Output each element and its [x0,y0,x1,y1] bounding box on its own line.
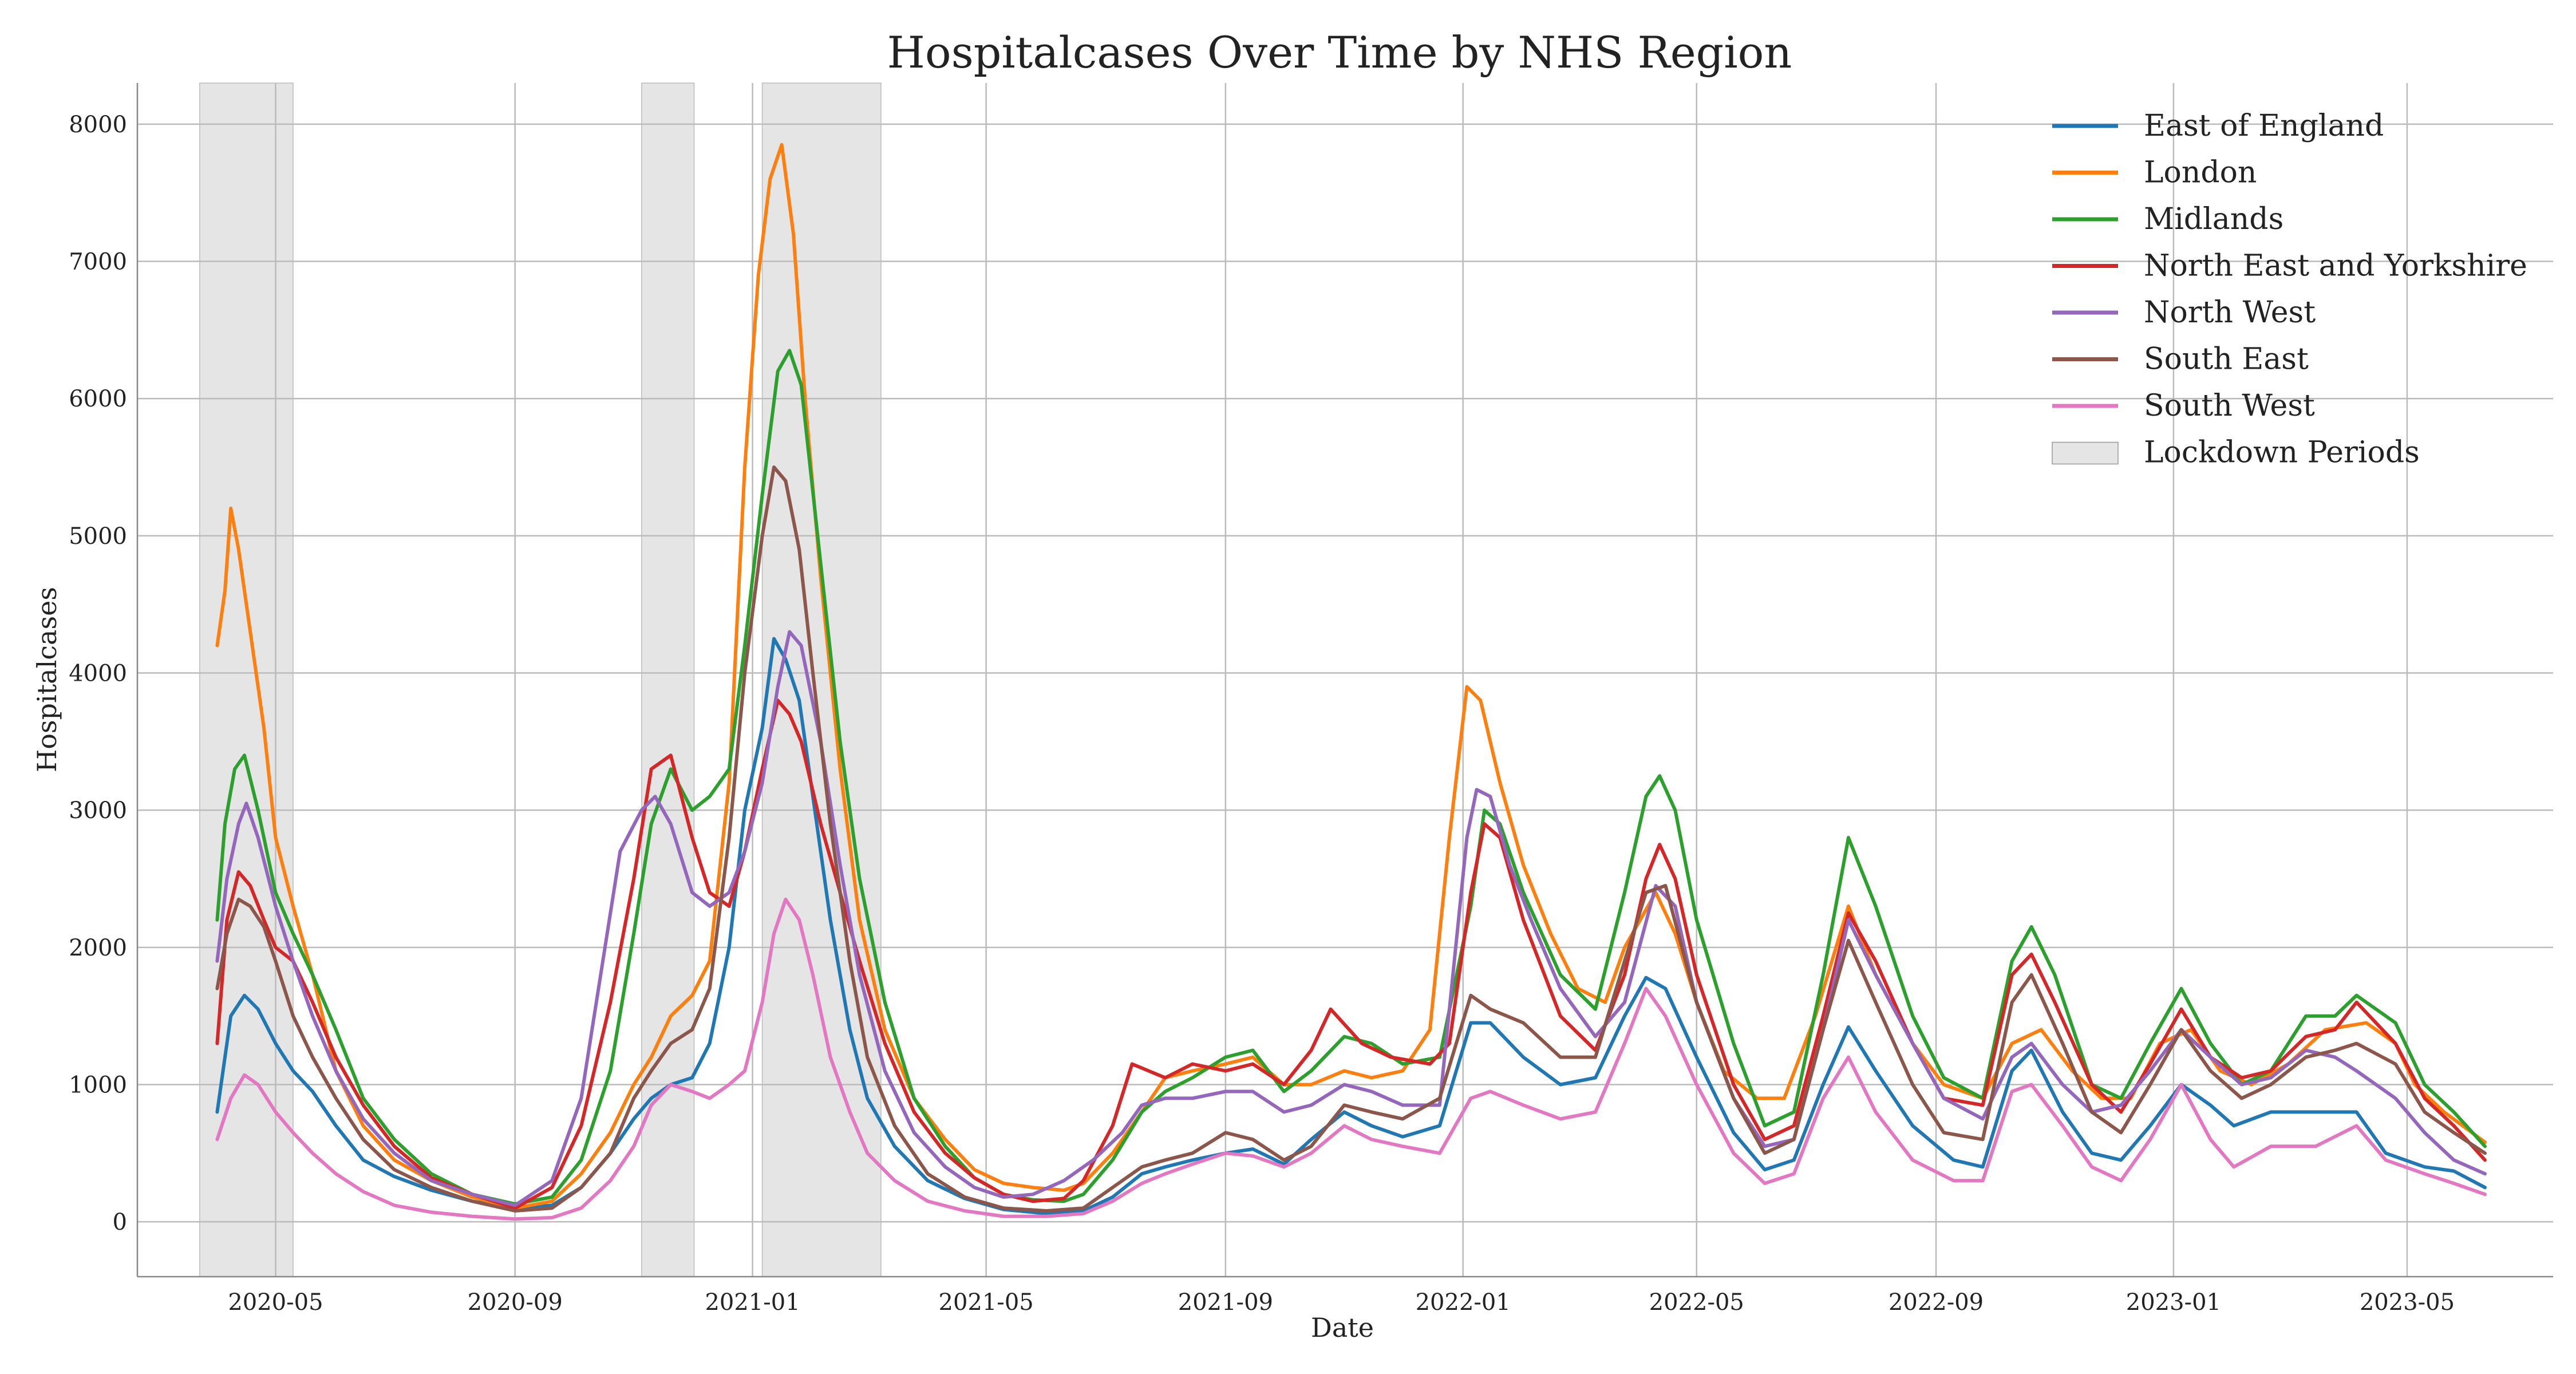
legend: East of England London Midlands North East … [2052,109,2527,470]
legend-label: East of England [2144,109,2384,143]
lockdown-period-2 [641,82,695,1277]
lockdown-shading [199,82,882,1277]
legend-label: North West [2144,295,2316,330]
y-tick-label: 7000 [69,249,127,275]
axes [136,83,2553,1278]
x-tick-label: 2020-05 [228,1289,323,1316]
legend-swatch-lockdown [2052,441,2119,465]
grid [137,83,2553,1277]
legend-label: Lockdown Periods [2144,436,2420,470]
x-tick-label: 2020-09 [468,1289,563,1316]
x-axis-label: Date [1311,1312,1374,1343]
y-tick-label: 1000 [69,1072,127,1098]
y-tick-label: 2000 [69,935,127,961]
legend-label: Midlands [2144,202,2283,236]
series-line-midlands [215,349,2487,1206]
legend-label: London [2144,156,2257,190]
series-line-south-east [215,465,2487,1213]
chart-title: Hospitalcases Over Time by NHS Region [887,27,1792,78]
y-tick-label: 0 [113,1209,127,1235]
y-tick-label: 3000 [69,797,127,824]
x-tick-label: 2022-05 [1649,1289,1744,1316]
x-tick-label: 2022-09 [1888,1289,1984,1316]
series-line-south-west [215,897,2487,1221]
x-tick-label: 2021-05 [939,1289,1034,1316]
x-tick-label: 2022-01 [1416,1289,1511,1316]
legend-label: North East and Yorkshire [2144,249,2527,283]
y-axis-label: Hospitalcases [31,587,62,772]
y-tick-label: 8000 [69,112,127,138]
tick-labels: 0 1000 2000 3000 4000 5000 6000 7000 8000 2020-05… [69,112,2455,1316]
legend-label: South East [2144,342,2309,377]
series-line-north-west [215,630,2487,1207]
y-tick-label: 6000 [69,386,127,412]
y-tick-label: 4000 [69,661,127,687]
x-tick-label: 2023-05 [2360,1289,2455,1316]
y-tick-label: 5000 [69,523,127,550]
x-tick-label: 2021-01 [705,1289,800,1316]
series-lines [215,143,2487,1221]
x-tick-label: 2023-01 [2126,1289,2221,1316]
series-line-north-east-and-yorkshire [215,698,2487,1210]
x-tick-label: 2021-09 [1178,1289,1273,1316]
legend-label: South West [2144,389,2315,423]
